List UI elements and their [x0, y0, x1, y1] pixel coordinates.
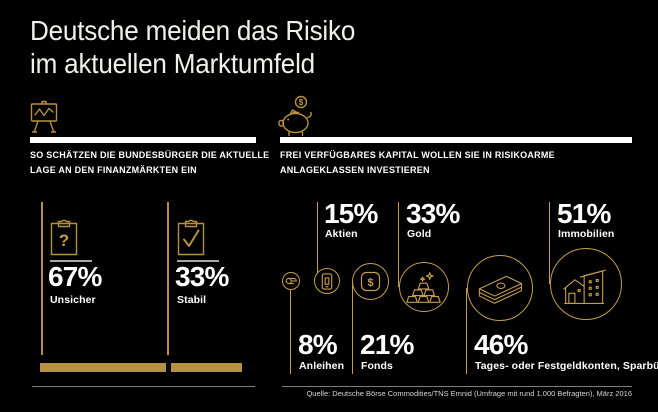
gold-bubble — [399, 262, 449, 312]
bond-scroll-icon — [285, 277, 297, 285]
anleihen-bubble — [282, 272, 300, 290]
anleihen-connector — [290, 281, 292, 374]
right-heading-line1: FREI VERFÜGBARES KAPITAL WOLLEN SIE IN R… — [280, 150, 555, 160]
gold-bars-icon — [406, 271, 441, 303]
page-title-line1: Deutsche meiden das Risiko — [30, 15, 356, 46]
question-glyph: ? — [59, 231, 69, 250]
tagesgeld-bubble — [467, 255, 533, 321]
left-section-bottom-rule — [32, 386, 255, 387]
stat-stabil-label: Stabil — [177, 294, 207, 306]
left-col2-divider — [177, 260, 219, 262]
left-col2-line — [167, 202, 169, 355]
right-section-bottom-rule — [282, 386, 632, 387]
fonds-bubble: $ — [352, 263, 389, 300]
right-section-rule — [280, 137, 632, 143]
stat-aktien-label: Aktien — [325, 228, 358, 240]
dollar-square-icon: $ — [360, 271, 381, 292]
page-title: Deutsche meiden das Risiko im aktuellen … — [30, 14, 355, 80]
stat-aktien-value: 15% — [324, 198, 378, 229]
source-note: Quelle: Deutsche Börse Commodities/TNS E… — [306, 389, 632, 398]
stat-anleihen-value: 8% — [298, 329, 338, 360]
left-section-heading: SO SCHÄTZEN DIE BUNDESBÜRGER DIE AKTUELL… — [30, 148, 269, 177]
chart-board-icon — [30, 99, 58, 135]
bar-stabil — [171, 363, 242, 372]
stat-tagesgeld-label: Tages- oder Festgeldkonten, Sparbücher — [475, 360, 658, 372]
stat-immobilien-label: Immobilien — [558, 228, 615, 240]
fonds-glyph: $ — [367, 277, 373, 289]
stat-immobilien-value: 51% — [557, 198, 611, 229]
stat-fonds-value: 21% — [360, 329, 414, 360]
stat-unsicher-value: 67% — [48, 261, 102, 292]
tagesgeld-connector — [466, 288, 468, 374]
left-section-rule — [30, 137, 256, 143]
left-heading-line2: LAGE AN DEN FINANZMÄRKTEN EIN — [30, 164, 197, 175]
bar-unsicher — [40, 363, 166, 372]
stat-stabil-value: 33% — [175, 261, 229, 292]
left-col1-divider — [50, 260, 92, 262]
left-heading-line1: SO SCHÄTZEN DIE BUNDESBÜRGER DIE AKTUELL… — [30, 150, 270, 160]
stat-tagesgeld-value: 46% — [474, 329, 528, 360]
building-icon — [563, 269, 606, 304]
stat-anleihen-label: Anleihen — [299, 360, 345, 372]
aktien-bubble — [314, 268, 340, 294]
page-title-line2: im aktuellen Marktumfeld — [30, 48, 315, 79]
coin-glyph: $ — [299, 98, 304, 107]
right-section-heading: FREI VERFÜGBARES KAPITAL WOLLEN SIE IN R… — [280, 148, 555, 177]
clipboard-check-icon — [177, 217, 205, 256]
stat-unsicher-label: Unsicher — [50, 294, 96, 306]
aktien-connector — [317, 202, 319, 281]
fonds-connector — [352, 282, 354, 374]
banknotes-icon — [478, 275, 523, 304]
immobilien-connector — [549, 202, 551, 284]
right-heading-line2: ANLAGEKLASSEN INVESTIEREN — [280, 164, 430, 175]
immobilien-bubble — [550, 248, 622, 320]
gold-connector — [398, 202, 400, 287]
stat-gold-value: 33% — [406, 198, 460, 229]
left-col1-line — [41, 202, 43, 355]
stock-ticker-icon — [321, 272, 333, 290]
piggy-bank-icon: $ — [278, 95, 318, 139]
stat-gold-label: Gold — [407, 228, 432, 240]
stat-fonds-label: Fonds — [361, 360, 393, 372]
clipboard-question-icon: ? — [50, 217, 78, 256]
